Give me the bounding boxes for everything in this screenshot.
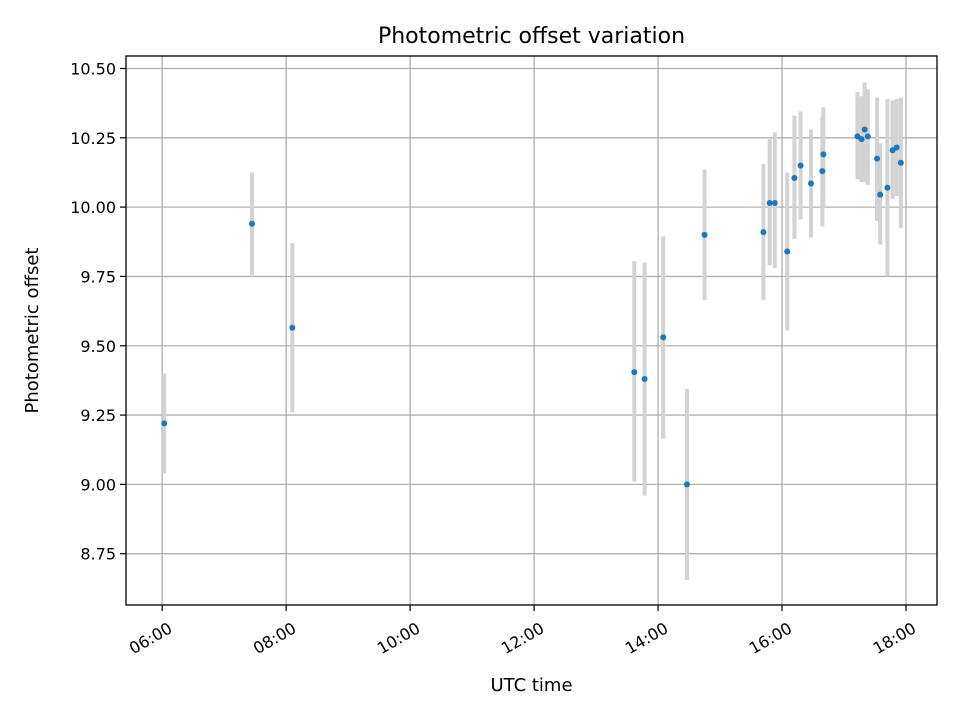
y-tick-label: 10.00 <box>70 198 116 217</box>
data-point <box>874 155 881 162</box>
data-point <box>858 136 865 143</box>
data-point <box>701 231 708 238</box>
data-point <box>771 199 778 206</box>
data-point <box>683 481 690 488</box>
y-axis-label: Photometric offset <box>22 248 43 414</box>
data-point <box>877 191 884 198</box>
data-point <box>249 220 256 227</box>
plot-frame <box>125 55 938 606</box>
data-point <box>161 420 168 427</box>
y-tick-label: 10.25 <box>70 129 116 148</box>
data-point <box>784 248 791 255</box>
data-point <box>864 133 871 140</box>
data-point <box>766 199 773 206</box>
data-point <box>641 376 648 383</box>
data-point <box>760 229 767 236</box>
data-point <box>893 144 900 151</box>
y-tick-label: 9.00 <box>80 475 116 494</box>
chart-title: Photometric offset variation <box>378 24 685 49</box>
y-tick-label: 8.75 <box>80 545 116 564</box>
y-tick-label: 9.75 <box>80 267 116 286</box>
y-tick-label: 9.25 <box>80 406 116 425</box>
data-point-layer <box>161 126 904 488</box>
data-point <box>820 151 827 158</box>
data-point <box>631 369 638 376</box>
data-point <box>884 184 891 191</box>
data-point <box>791 175 798 181</box>
data-point <box>819 168 826 175</box>
data-point <box>289 324 296 331</box>
data-point <box>797 162 804 169</box>
data-point <box>861 126 868 133</box>
y-tick-label: 10.50 <box>70 59 116 78</box>
y-tick-label: 9.50 <box>80 337 116 356</box>
x-axis-label: UTC time <box>490 675 572 696</box>
data-point <box>897 159 904 166</box>
data-point <box>807 180 814 187</box>
data-point <box>660 334 667 341</box>
